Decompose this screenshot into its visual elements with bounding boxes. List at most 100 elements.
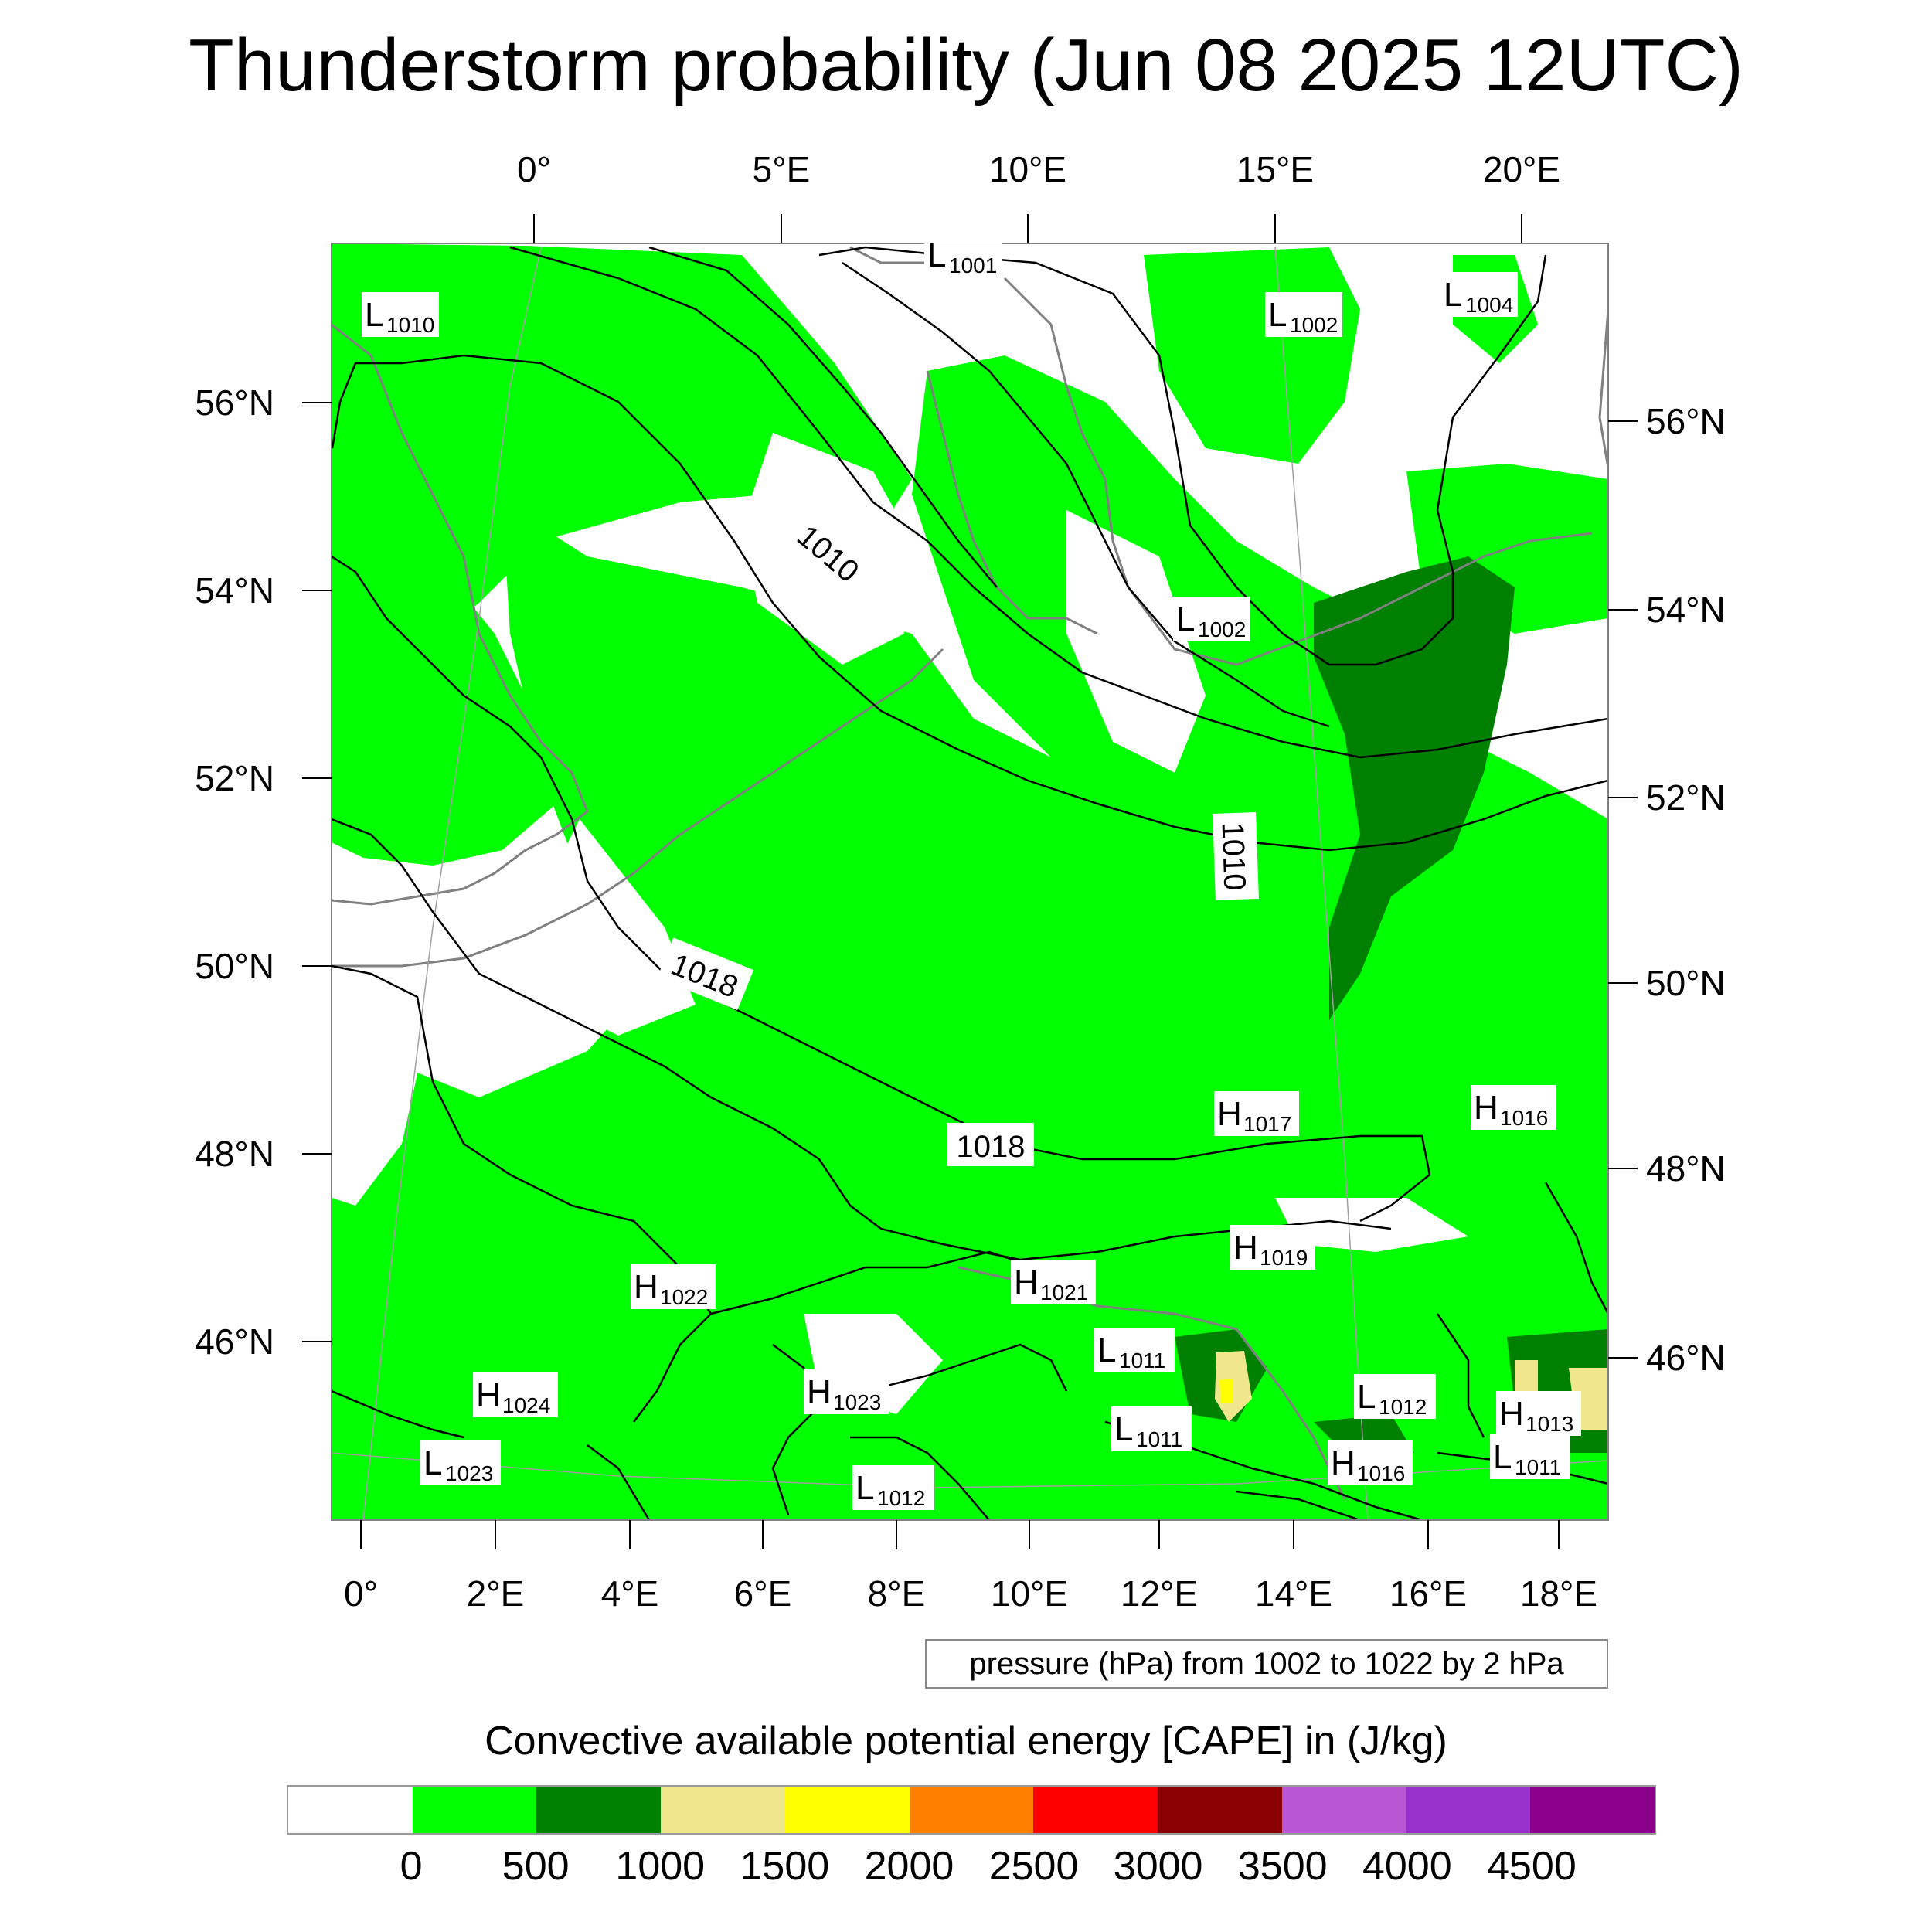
colorbar-swatch bbox=[1033, 1787, 1158, 1833]
colorbar-swatch bbox=[1406, 1787, 1531, 1833]
svg-text:1011: 1011 bbox=[1119, 1349, 1165, 1372]
pressure-center: H 1022 bbox=[631, 1264, 716, 1309]
left-lat-label: 46°N bbox=[195, 1321, 274, 1362]
svg-text:1002: 1002 bbox=[1198, 617, 1246, 641]
svg-text:1011: 1011 bbox=[1136, 1427, 1182, 1451]
svg-text:1011: 1011 bbox=[1515, 1455, 1561, 1479]
svg-text:L: L bbox=[927, 236, 946, 274]
bottom-lon-label: 0° bbox=[344, 1573, 378, 1614]
top-lon-label: 5°E bbox=[753, 149, 811, 189]
pressure-center: L 1012 bbox=[1354, 1374, 1436, 1419]
colorbar-swatch bbox=[909, 1787, 1034, 1833]
svg-text:L: L bbox=[423, 1444, 442, 1482]
svg-text:H: H bbox=[476, 1376, 501, 1414]
svg-text:1021: 1021 bbox=[1040, 1281, 1088, 1304]
left-lat-label: 48°N bbox=[195, 1134, 274, 1174]
svg-text:H: H bbox=[1217, 1095, 1242, 1133]
colorbar-swatch bbox=[1281, 1787, 1406, 1833]
svg-text:H: H bbox=[1499, 1395, 1524, 1433]
svg-text:H: H bbox=[634, 1268, 658, 1306]
svg-text:H: H bbox=[1014, 1264, 1039, 1301]
svg-text:L: L bbox=[855, 1469, 874, 1507]
svg-text:1022: 1022 bbox=[660, 1285, 708, 1309]
svg-text:1024: 1024 bbox=[502, 1393, 550, 1417]
right-lat-label: 50°N bbox=[1646, 963, 1726, 1003]
svg-text:1016: 1016 bbox=[1500, 1106, 1548, 1130]
pressure-centers: L 1010 L 1001 L 1002 L 1004 L 1002 H 1017 H 101… bbox=[362, 236, 1581, 1510]
pressure-center: L 1010 bbox=[362, 292, 439, 337]
colorbar-tick-label: 2500 bbox=[988, 1844, 1079, 1889]
left-lat-labels: 56°N 54°N 52°N 50°N 48°N 46°N bbox=[195, 383, 274, 1362]
left-lat-label: 50°N bbox=[195, 946, 274, 986]
pressure-center: L 1011 bbox=[1111, 1406, 1192, 1451]
svg-text:1002: 1002 bbox=[1290, 313, 1338, 337]
colorbar-swatch bbox=[661, 1787, 785, 1833]
isobar-label: 1010 bbox=[1215, 821, 1251, 891]
bottom-lon-labels: 0° 2°E 4°E 6°E 8°E 10°E 12°E 14°E 16°E 1… bbox=[344, 1573, 1597, 1614]
svg-text:1019: 1019 bbox=[1260, 1246, 1308, 1270]
left-lat-label: 56°N bbox=[195, 383, 274, 423]
bottom-lon-label: 18°E bbox=[1520, 1573, 1597, 1614]
svg-text:L: L bbox=[1114, 1410, 1133, 1448]
colorbar-tick-label: 3500 bbox=[1237, 1844, 1328, 1889]
pressure-center: H 1019 bbox=[1230, 1225, 1315, 1270]
top-lon-label: 20°E bbox=[1483, 149, 1560, 189]
right-lat-label: 56°N bbox=[1646, 401, 1726, 441]
bottom-lon-label: 4°E bbox=[601, 1573, 659, 1614]
cape-fill-1500-2000 bbox=[1219, 1379, 1233, 1403]
svg-text:1010: 1010 bbox=[386, 313, 434, 337]
colorbar-tick-label: 3000 bbox=[1113, 1844, 1203, 1889]
bottom-lon-label: 10°E bbox=[991, 1573, 1068, 1614]
pressure-center: L 1001 bbox=[924, 236, 1002, 277]
colorbar-swatch bbox=[1158, 1787, 1282, 1833]
pressure-center: L 1023 bbox=[420, 1440, 501, 1485]
pressure-center: H 1013 bbox=[1496, 1391, 1581, 1436]
svg-text:L: L bbox=[365, 296, 383, 334]
top-lon-labels: 0° 5°E 10°E 15°E 20°E bbox=[517, 149, 1560, 189]
bottom-lon-label: 16°E bbox=[1389, 1573, 1467, 1614]
pressure-center: L 1011 bbox=[1094, 1328, 1175, 1372]
svg-text:L: L bbox=[1097, 1332, 1116, 1369]
right-lat-label: 48°N bbox=[1646, 1148, 1726, 1189]
left-lat-label: 52°N bbox=[195, 758, 274, 798]
svg-text:L: L bbox=[1493, 1438, 1512, 1476]
bottom-lon-label: 2°E bbox=[467, 1573, 525, 1614]
isobars bbox=[332, 246, 1608, 1520]
svg-text:H: H bbox=[1474, 1089, 1498, 1127]
map-title: Thunderstorm probability (Jun 08 2025 12… bbox=[189, 24, 1743, 107]
colorbar-ticks: 0 500 1000 1500 2000 2500 3000 3500 4000 4500 bbox=[0, 1843, 1932, 1897]
colorbar-swatch bbox=[784, 1787, 910, 1833]
colorbar-tick-label: 4000 bbox=[1362, 1844, 1452, 1889]
isobar-label: 1018 bbox=[957, 1130, 1026, 1164]
svg-text:1013: 1013 bbox=[1526, 1412, 1573, 1436]
svg-text:1004: 1004 bbox=[1465, 293, 1513, 317]
colorbar bbox=[287, 1785, 1656, 1835]
colorbar-tick-label: 0 bbox=[400, 1844, 423, 1889]
pressure-center: H 1016 bbox=[1328, 1440, 1413, 1485]
pressure-center: H 1024 bbox=[473, 1372, 558, 1417]
isobar-labels: 1010 1010 1018 1018 bbox=[657, 508, 1259, 1166]
bottom-lon-label: 8°E bbox=[868, 1573, 926, 1614]
pressure-center: L 1002 bbox=[1173, 597, 1250, 641]
pressure-center: H 1016 bbox=[1471, 1085, 1556, 1130]
svg-text:1016: 1016 bbox=[1357, 1461, 1405, 1485]
right-lat-label: 54°N bbox=[1646, 590, 1726, 630]
colorbar-tick-label: 1000 bbox=[615, 1844, 706, 1889]
svg-text:1012: 1012 bbox=[1379, 1395, 1427, 1419]
right-lat-label: 46°N bbox=[1646, 1338, 1726, 1378]
cape-fill-none bbox=[332, 433, 1468, 1414]
colorbar-swatch bbox=[1530, 1787, 1655, 1833]
svg-text:1017: 1017 bbox=[1243, 1112, 1291, 1136]
right-lat-labels: 56°N 54°N 52°N 50°N 48°N 46°N bbox=[1646, 401, 1726, 1378]
colorbar-swatch bbox=[288, 1787, 413, 1833]
top-lon-label: 10°E bbox=[989, 149, 1066, 189]
left-lat-label: 54°N bbox=[195, 570, 274, 611]
bottom-lon-label: 12°E bbox=[1121, 1573, 1198, 1614]
colorbar-swatch bbox=[412, 1787, 537, 1833]
pressure-center: H 1023 bbox=[804, 1369, 889, 1414]
colorbar-tick-label: 2000 bbox=[864, 1844, 954, 1889]
contour-info-box: pressure (hPa) from 1002 to 1022 by 2 hP… bbox=[925, 1639, 1608, 1689]
svg-text:L: L bbox=[1444, 276, 1462, 314]
bottom-lon-label: 6°E bbox=[734, 1573, 792, 1614]
svg-text:H: H bbox=[1233, 1229, 1258, 1267]
